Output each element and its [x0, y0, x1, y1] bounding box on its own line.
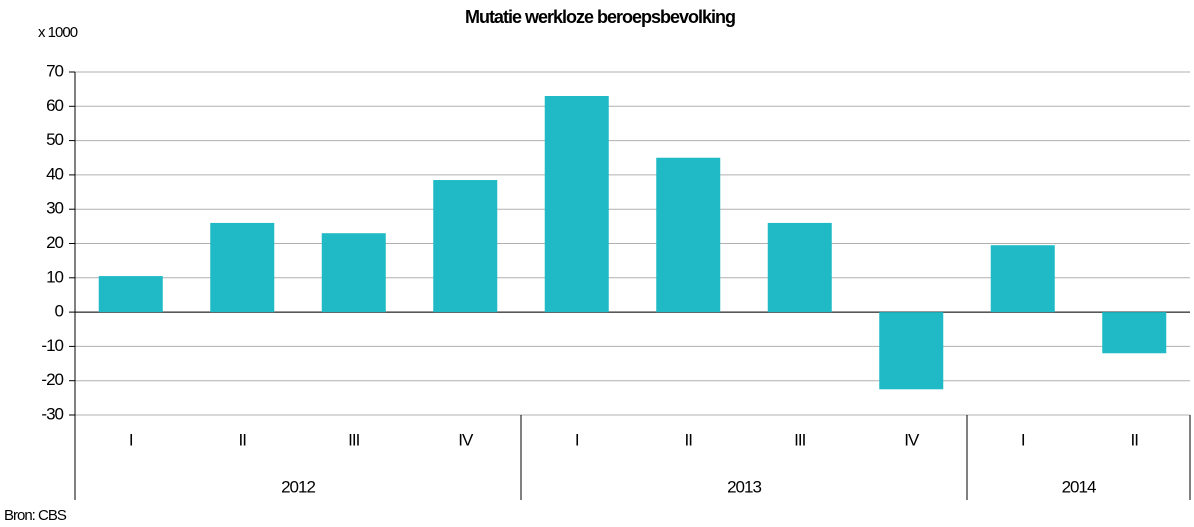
- bar: [1102, 312, 1167, 354]
- bar: [656, 157, 721, 313]
- bar: [433, 180, 498, 313]
- chart-title: Mutatie werkloze beroepsbevolking: [465, 7, 735, 27]
- x-tick-label: I: [575, 430, 579, 449]
- y-tick-label: -10: [41, 336, 63, 355]
- y-tick-label: 0: [55, 302, 64, 321]
- y-tick-label: 60: [46, 96, 63, 115]
- y-tick-label: 30: [46, 199, 63, 218]
- bar: [210, 222, 275, 313]
- bar: [544, 96, 609, 313]
- x-tick-label: III: [348, 430, 359, 449]
- x-tick-label: II: [685, 430, 693, 449]
- x-tick-label: III: [794, 430, 805, 449]
- bar: [321, 233, 386, 313]
- x-tick-label: I: [1021, 430, 1025, 449]
- bar: [767, 222, 832, 313]
- bar: [879, 312, 944, 390]
- y-tick-label: -30: [41, 404, 63, 423]
- group-label: 2012: [281, 477, 315, 496]
- source-note: Bron: CBS: [4, 507, 67, 524]
- group-label: 2014: [1062, 477, 1096, 496]
- bar: [990, 245, 1055, 313]
- y-tick-label: -20: [41, 370, 63, 389]
- x-tick-label: I: [129, 430, 133, 449]
- y-tick-label: 10: [46, 267, 63, 286]
- x-tick-label: II: [239, 430, 247, 449]
- y-tick-label: 70: [46, 61, 63, 80]
- bar: [98, 276, 163, 313]
- y-tick-label: 20: [46, 233, 63, 252]
- unit-label: x 1000: [38, 24, 78, 41]
- group-label: 2013: [727, 477, 761, 496]
- y-tick-label: 50: [46, 130, 63, 149]
- x-tick-label: II: [1131, 430, 1139, 449]
- y-tick-label: 40: [46, 164, 63, 183]
- x-tick-label: IV: [458, 430, 474, 449]
- x-tick-label: IV: [904, 430, 920, 449]
